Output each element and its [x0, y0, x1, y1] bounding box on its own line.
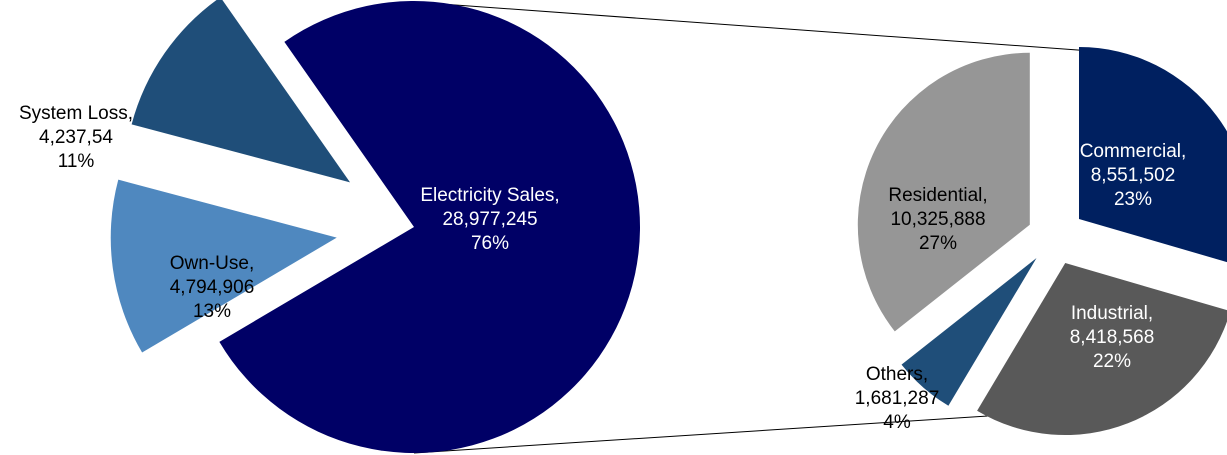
slice-others-percent: 4% [883, 412, 911, 433]
slice-commercial [1079, 46, 1227, 263]
slice-system-loss-value: 4,237,54 [39, 127, 113, 148]
slice-industrial [977, 263, 1227, 435]
slice-electricity-sales-value: 28,977,245 [442, 209, 537, 230]
slice-others-label: Others, [866, 364, 928, 385]
main-pie: Electricity Sales, 28,977,245 76% Own-Use, 4… [19, 0, 640, 453]
slice-electricity-sales [219, 0, 640, 453]
slice-own-use-percent: 13% [193, 301, 231, 322]
slice-residential [857, 52, 1030, 332]
slice-commercial-percent: 23% [1114, 189, 1152, 210]
slice-system-loss-percent: 11% [58, 151, 95, 172]
slice-own-use-label: Own-Use, [170, 253, 254, 274]
slice-industrial-value: 8,418,568 [1070, 327, 1155, 348]
slice-industrial-label: Industrial, [1071, 303, 1153, 324]
slice-industrial-percent: 22% [1093, 351, 1131, 372]
slice-own-use [110, 179, 337, 353]
slice-own-use-value: 4,794,906 [170, 277, 255, 298]
sub-pie: Commercial, 8,551,502 23% Industrial, 8,418,… [855, 46, 1227, 435]
slice-commercial-value: 8,551,502 [1091, 165, 1176, 186]
slice-electricity-sales-percent: 76% [471, 233, 509, 254]
slice-others-value: 1,681,287 [855, 388, 940, 409]
slice-system-loss [131, 0, 351, 183]
connector-line-bottom [413, 409, 1081, 454]
slice-others [901, 258, 1037, 406]
slice-commercial-label: Commercial, [1080, 141, 1187, 162]
connector-line-top [413, 1, 1106, 53]
slice-electricity-sales-label: Electricity Sales, [420, 185, 559, 206]
slice-residential-label: Residential, [888, 185, 987, 206]
slice-system-loss-label: System Loss, [19, 103, 133, 124]
slice-residential-value: 10,325,888 [890, 209, 985, 230]
slice-residential-percent: 27% [919, 233, 957, 254]
